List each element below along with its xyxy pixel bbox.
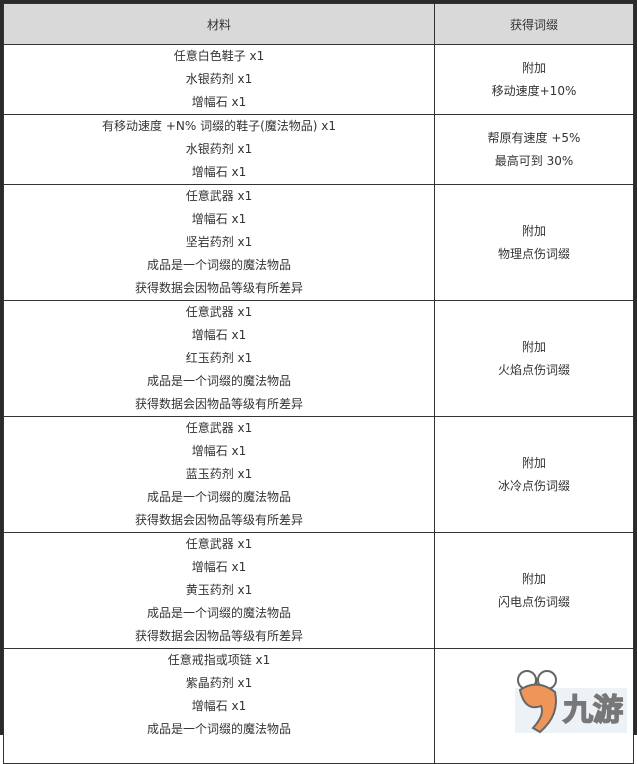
materials-cell: 有移动速度 +N% 词缀的鞋子(魔法物品) x1 水银药剂 x1 增幅石 x1 xyxy=(3,114,435,185)
materials-cell: 任意武器 x1 增幅石 x1 蓝玉药剂 x1 成品是一个词缀的魔法物品 获得数据会因物品… xyxy=(3,416,435,533)
affix-line: 帮原有速度 +5% xyxy=(487,130,581,145)
material-line: 成品是一个词缀的魔法物品 xyxy=(146,490,291,504)
affix-line: 附加 xyxy=(521,60,546,75)
affix-recipe-table: 材料 获得词缀 任意白色鞋子 x1 水银药剂 x1 增幅石 x1 附加 移动速度+10%… xyxy=(3,3,634,764)
affix-cell: 附加 物理点伤词缀 xyxy=(434,184,634,301)
table-row: 任意白色鞋子 x1 水银药剂 x1 增幅石 x1 附加移动速度+10% xyxy=(3,44,634,115)
materials-cell: 任意戒指或项链 x1 紫晶药剂 x1 增幅石 x1 成品是一个词缀的魔法物品 xyxy=(3,648,435,764)
material-line: 成品是一个词缀的魔法物品 xyxy=(146,722,291,736)
material-line: 任意白色鞋子 x1 xyxy=(173,49,265,63)
table-row: 有移动速度 +N% 词缀的鞋子(魔法物品) x1 水银药剂 x1 增幅石 x1 帮原有… xyxy=(3,114,634,185)
material-line: 任意武器 x1 xyxy=(185,305,253,319)
table-row: 任意武器 x1 增幅石 x1 红玉药剂 x1 成品是一个词缀的魔法物品 获得数据会因物品… xyxy=(3,300,634,417)
affix-line: 火焰点伤词缀 xyxy=(497,362,570,377)
affix-line: 附加 xyxy=(521,455,546,470)
material-line: 获得数据会因物品等级有所差异 xyxy=(134,513,303,527)
affix-line: 附加 xyxy=(521,223,546,238)
affix-cell: 附加 火焰点伤词缀 xyxy=(434,300,634,417)
affix-line: 冰冷点伤词缀 xyxy=(497,478,570,493)
material-line: 黄玉药剂 x1 xyxy=(185,583,253,597)
material-line: 获得数据会因物品等级有所差异 xyxy=(134,629,303,643)
affix-cell: 附加移动速度+10% xyxy=(434,44,634,115)
material-line: 获得数据会因物品等级有所差异 xyxy=(134,397,303,411)
affix-line: 闪电点伤词缀 xyxy=(497,594,570,609)
table-row: 任意武器 x1 增幅石 x1 黄玉药剂 x1 成品是一个词缀的魔法物品 获得数据会因物品… xyxy=(3,532,634,649)
materials-cell: 任意武器 x1 增幅石 x1 坚岩药剂 x1 成品是一个词缀的魔法物品 获得数据会因物品… xyxy=(3,184,435,301)
materials-cell: 任意武器 x1 增幅石 x1 红玉药剂 x1 成品是一个词缀的魔法物品 获得数据会因物品… xyxy=(3,300,435,417)
material-line: 坚岩药剂 x1 xyxy=(185,235,253,249)
material-line: 获得数据会因物品等级有所差异 xyxy=(134,281,303,295)
material-line: 紫晶药剂 x1 xyxy=(185,676,253,690)
material-line: 增幅石 x1 xyxy=(191,165,247,179)
svg-text:九游: 九游 xyxy=(563,693,623,728)
affix-cell: 附加 闪电点伤词缀 xyxy=(434,532,634,649)
affix-line: 物理点伤词缀 xyxy=(497,246,570,261)
material-line: 任意戒指或项链 x1 xyxy=(167,653,271,667)
material-line: 增幅石 x1 xyxy=(191,444,247,458)
materials-cell: 任意武器 x1 增幅石 x1 黄玉药剂 x1 成品是一个词缀的魔法物品 获得数据会因物品… xyxy=(3,532,435,649)
material-line: 蓝玉药剂 x1 xyxy=(185,467,253,481)
affix-line: 附加 xyxy=(521,571,546,586)
header-affix: 获得词缀 xyxy=(434,3,634,45)
material-line: 任意武器 x1 xyxy=(185,421,253,435)
material-line: 有移动速度 +N% 词缀的鞋子(魔法物品) x1 xyxy=(102,119,336,133)
material-line: 成品是一个词缀的魔法物品 xyxy=(146,606,291,620)
affix-cell: 帮原有速度 +5% 最高可到 30% xyxy=(434,114,634,185)
material-line: 增幅石 x1 xyxy=(191,699,247,713)
affix-line: 最高可到 30% xyxy=(494,153,574,168)
jiuyou-watermark-logo: 九游 xyxy=(515,670,627,734)
material-line: 增幅石 x1 xyxy=(191,212,247,226)
material-line: 任意武器 x1 xyxy=(185,537,253,551)
material-line: 红玉药剂 x1 xyxy=(185,351,253,365)
material-line: 水银药剂 x1 xyxy=(185,72,253,86)
material-line: 任意武器 x1 xyxy=(185,189,253,203)
affix-cell: 附加 冰冷点伤词缀 xyxy=(434,416,634,533)
material-line: 增幅石 x1 xyxy=(191,328,247,342)
table-row: 任意武器 x1 增幅石 x1 蓝玉药剂 x1 成品是一个词缀的魔法物品 获得数据会因物品… xyxy=(3,416,634,533)
materials-cell: 任意白色鞋子 x1 水银药剂 x1 增幅石 x1 xyxy=(3,44,435,115)
material-line: 增幅石 x1 xyxy=(191,560,247,574)
table-header-row: 材料 获得词缀 xyxy=(3,3,634,45)
affix-line: 附加 xyxy=(521,339,546,354)
material-line: 成品是一个词缀的魔法物品 xyxy=(146,374,291,388)
material-line: 成品是一个词缀的魔法物品 xyxy=(146,258,291,272)
material-line: 增幅石 x1 xyxy=(191,95,247,109)
header-materials: 材料 xyxy=(3,3,435,45)
table-row: 任意武器 x1 增幅石 x1 坚岩药剂 x1 成品是一个词缀的魔法物品 获得数据会因物品… xyxy=(3,184,634,301)
affix-line: 移动速度+10% xyxy=(491,83,577,98)
material-line: 水银药剂 x1 xyxy=(185,142,253,156)
table-frame xyxy=(0,0,637,735)
